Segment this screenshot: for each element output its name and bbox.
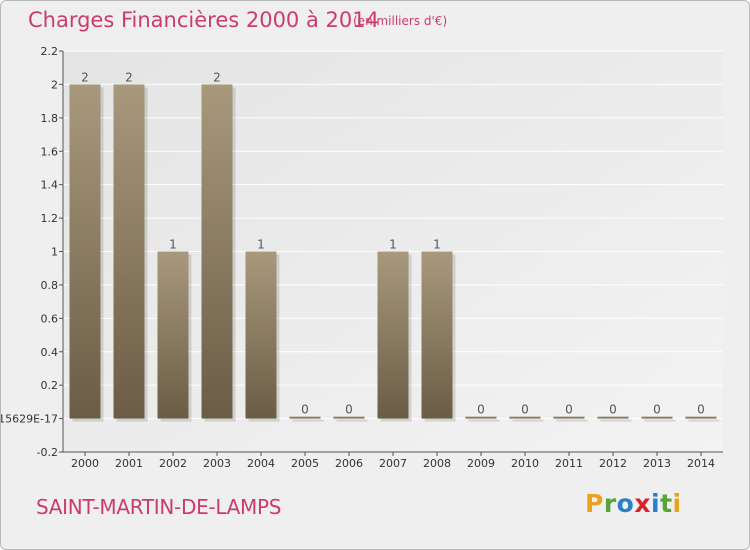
x-tick-label: 2004	[247, 457, 275, 470]
y-tick-label: 1.2	[41, 212, 59, 225]
y-tick-label: 0.6	[41, 312, 59, 325]
data-label: 0	[301, 403, 309, 417]
bar	[421, 251, 453, 419]
y-tick-label: 0.8	[41, 279, 59, 292]
bar-shadow	[336, 419, 368, 422]
commune-name: SAINT-MARTIN-DE-LAMPS	[36, 495, 282, 519]
x-tick-label: 2008	[423, 457, 451, 470]
x-tick-label: 2013	[643, 457, 671, 470]
y-tick-label: 1.6	[41, 145, 59, 158]
chart-title: Charges Financières 2000 à 2014	[28, 8, 379, 32]
bar-shadow	[688, 419, 720, 422]
bar	[685, 416, 717, 419]
data-label: 0	[697, 403, 705, 417]
data-label: 0	[345, 403, 353, 417]
bar-shadow	[644, 419, 676, 422]
y-tick-label: 2.2	[41, 45, 59, 58]
bar	[553, 416, 585, 419]
x-tick-label: 2011	[555, 457, 583, 470]
y-tick-label: -2.15629E-17	[1, 413, 58, 426]
data-label: 1	[257, 238, 265, 252]
logo-letter: r	[603, 489, 617, 518]
y-tick-label: -0.2	[37, 446, 58, 459]
data-label: 1	[433, 238, 441, 252]
data-label: 0	[477, 403, 485, 417]
data-label: 1	[389, 238, 397, 252]
data-label: 0	[565, 403, 573, 417]
data-label: 2	[81, 70, 89, 84]
x-tick-label: 2007	[379, 457, 407, 470]
proxiti-logo: Proxiti	[585, 489, 682, 518]
x-tick-label: 2000	[71, 457, 99, 470]
x-tick-label: 2003	[203, 457, 231, 470]
bar	[201, 84, 233, 419]
x-tick-label: 2006	[335, 457, 363, 470]
x-tick-label: 2009	[467, 457, 495, 470]
logo-letter: i	[672, 489, 682, 518]
logo-letter: x	[634, 489, 651, 518]
data-label: 0	[521, 403, 529, 417]
y-tick-label: 1.4	[41, 179, 59, 192]
logo-letter: i	[651, 489, 661, 518]
bar	[289, 416, 321, 419]
bar	[509, 416, 541, 419]
bar	[157, 251, 189, 419]
bar-shadow	[556, 419, 588, 422]
bar-shadow	[600, 419, 632, 422]
chart-subtitle: (en milliers d'€)	[353, 14, 448, 28]
data-label: 2	[213, 70, 221, 84]
data-label: 0	[609, 403, 617, 417]
bar	[597, 416, 629, 419]
bar	[69, 84, 101, 419]
x-tick-label: 2001	[115, 457, 143, 470]
logo-letter: P	[585, 489, 604, 518]
bar-shadow	[468, 419, 500, 422]
bar	[245, 251, 277, 419]
data-label: 1	[169, 238, 177, 252]
x-tick-label: 2012	[599, 457, 627, 470]
bar	[641, 416, 673, 419]
logo-letter: t	[660, 489, 673, 518]
y-tick-label: 0.2	[41, 379, 59, 392]
y-tick-label: 0.4	[41, 346, 59, 359]
logo-letter: o	[616, 489, 635, 518]
x-tick-label: 2010	[511, 457, 539, 470]
bar	[113, 84, 145, 419]
bar	[465, 416, 497, 419]
x-tick-label: 2005	[291, 457, 319, 470]
bar	[333, 416, 365, 419]
y-tick-label: 2	[51, 78, 58, 91]
y-tick-label: 1	[51, 246, 58, 259]
bar-shadow	[512, 419, 544, 422]
x-tick-label: 2014	[687, 457, 715, 470]
data-label: 2	[125, 70, 133, 84]
bar	[377, 251, 409, 419]
y-tick-label: 1.8	[41, 112, 59, 125]
x-tick-label: 2002	[159, 457, 187, 470]
bar-shadow	[292, 419, 324, 422]
data-label: 0	[653, 403, 661, 417]
